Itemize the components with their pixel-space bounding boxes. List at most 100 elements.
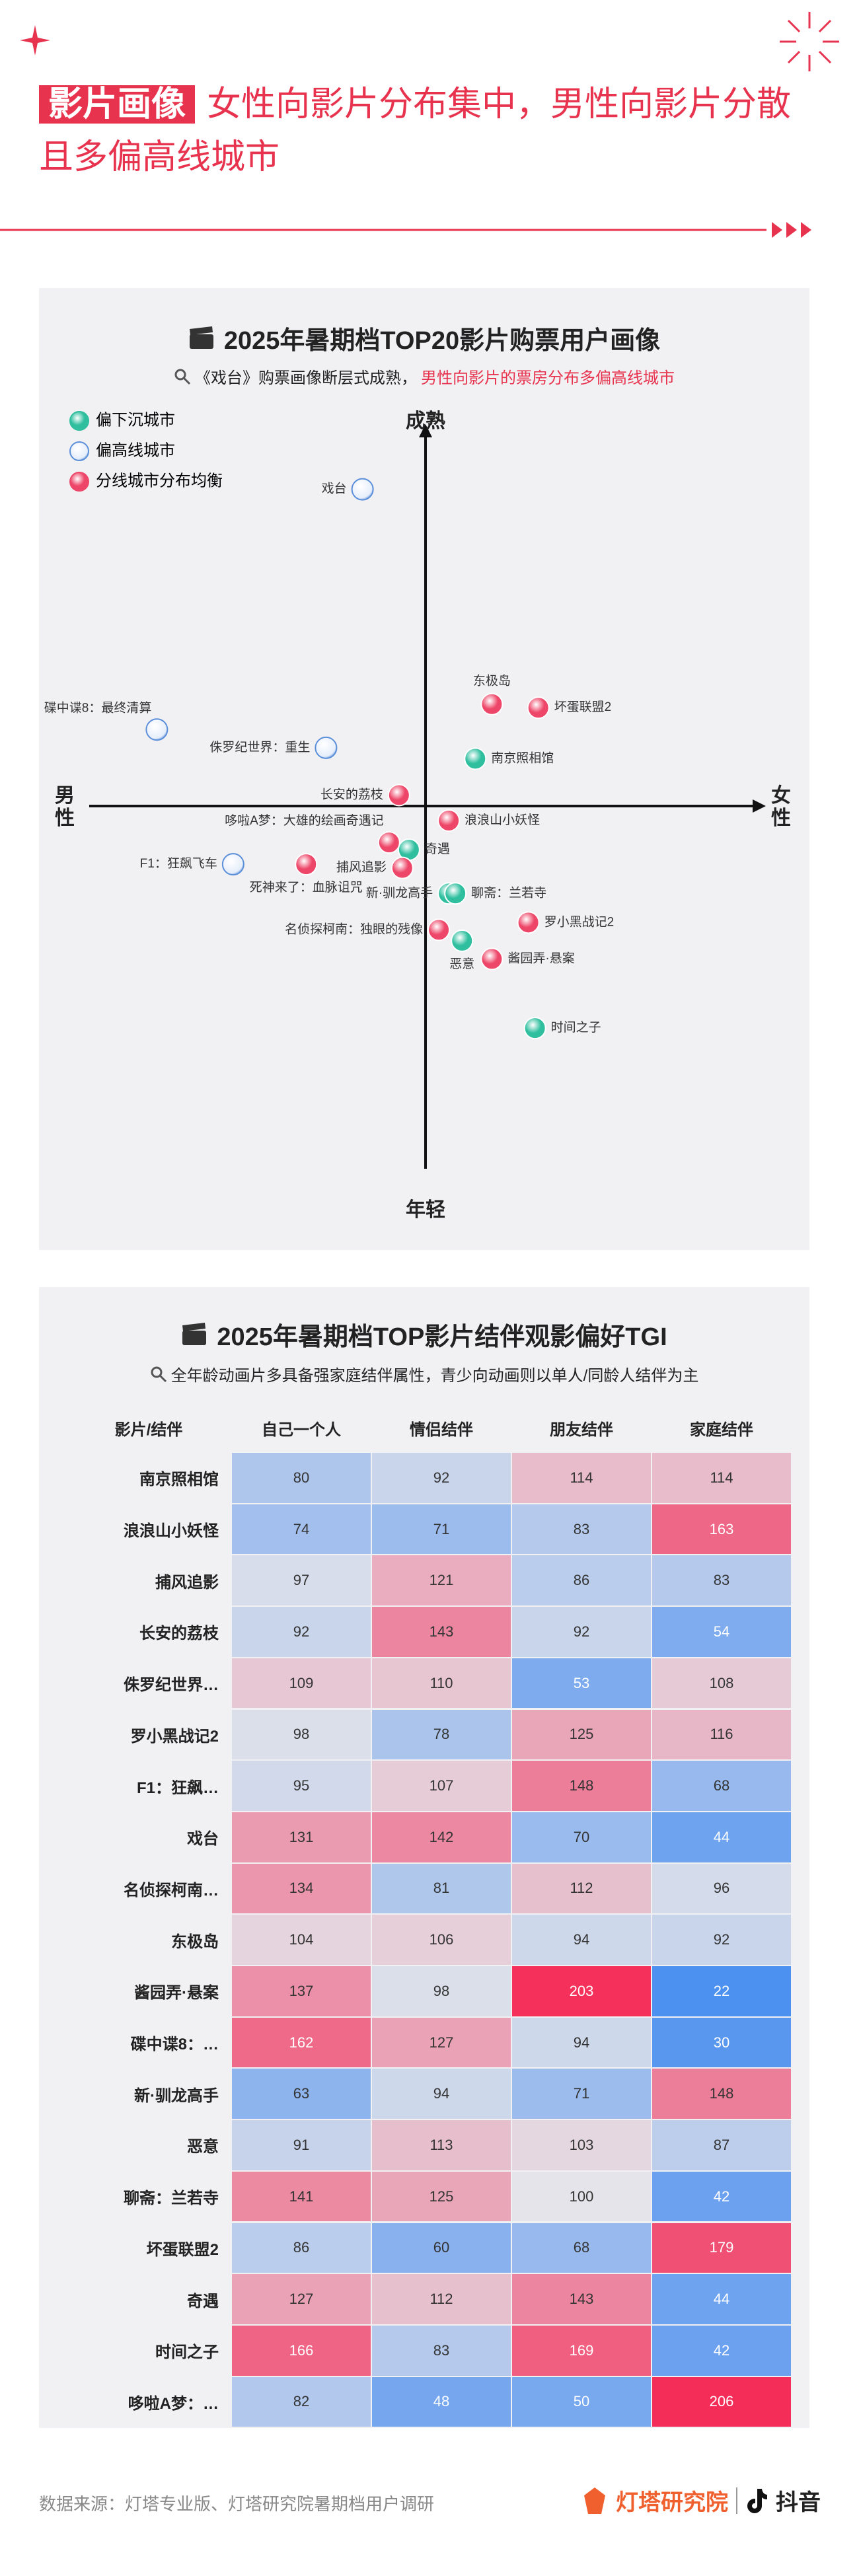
heat-cell: 106: [372, 1915, 511, 1965]
scatter-point: [444, 882, 467, 905]
subtitle-highlight: 男性向影片的票房分布多偏高线城市: [421, 369, 675, 387]
scatter-point: [428, 918, 451, 941]
heat-cell: 162: [232, 2017, 371, 2068]
heat-cell: 134: [232, 1863, 371, 1914]
heat-cell: 53: [512, 1658, 651, 1709]
heat-cell: 98: [372, 1966, 511, 2016]
row-label: 捕风追影: [155, 1573, 219, 1592]
heat-cell: 82: [232, 2376, 371, 2427]
heat-cell: 60: [372, 2223, 511, 2273]
heat-cell: 83: [372, 2325, 511, 2376]
heat-cell: 131: [232, 1812, 371, 1862]
heat-cell: 22: [652, 1966, 791, 2016]
scatter-point: [437, 809, 461, 832]
point-label: 浪浪山小妖怪: [465, 813, 540, 827]
legend-marker: [69, 472, 89, 492]
scatter-point: [480, 692, 504, 716]
y-axis-top-label: 成熟: [406, 410, 445, 432]
y-axis-bottom-label: 年轻: [406, 1199, 445, 1221]
heat-cell: 92: [512, 1607, 651, 1657]
scatter-point: [145, 718, 168, 741]
point-label: 南京照相馆: [491, 751, 554, 765]
star-decor: [20, 25, 50, 55]
point-label: 恶意: [449, 957, 474, 971]
subtitle: 全年龄动画片多具备强家庭结伴属性，青少向动画则以单人/同龄人结伴为主: [170, 1367, 699, 1385]
legend-label: 分线城市分布均衡: [96, 472, 223, 490]
point-label: 新·驯龙高手: [366, 885, 433, 900]
point-label: 时间之子: [551, 1020, 601, 1035]
heat-cell: 48: [372, 2376, 511, 2427]
heat-cell: 95: [232, 1761, 371, 1811]
heat-cell: 74: [232, 1504, 371, 1555]
row-label: 南京照相馆: [139, 1471, 219, 1489]
heat-cell: 114: [512, 1453, 651, 1503]
title-row: 2025年暑期档TOP20影片购票用户画像: [39, 320, 809, 356]
heat-cell: 87: [652, 2120, 791, 2170]
row-label: 恶意: [187, 2138, 219, 2156]
row-label: 侏罗纪世界…: [124, 1676, 219, 1695]
heat-cell: 114: [652, 1453, 791, 1503]
heat-cell: 112: [512, 1863, 651, 1914]
heat-cell: 91: [232, 2120, 371, 2170]
heat-cell: 44: [652, 2274, 791, 2324]
point-label: 罗小黑战记2: [544, 914, 615, 929]
heat-cell: 92: [232, 1607, 371, 1657]
scatter-point: [387, 784, 410, 807]
divider: [0, 222, 811, 238]
scatter-point: [391, 856, 414, 879]
point-label: 哆啦A梦：大雄的绘画奇遇记: [225, 813, 384, 828]
heat-cell: 63: [232, 2069, 371, 2119]
chart-title: 2025年暑期档TOP影片结伴观影偏好TGI: [217, 1323, 667, 1351]
column-header: 家庭结伴: [690, 1420, 753, 1439]
legend-marker: [69, 411, 89, 431]
heatmap-card: 2025年暑期档TOP影片结伴观影偏好TGI 全年龄动画片多具备强家庭结伴属性，…: [39, 1287, 809, 2428]
point-label: 死神来了：血脉诅咒: [250, 880, 363, 895]
point-label: 坏蛋联盟2: [554, 700, 612, 714]
headline-tag: 影片画像: [39, 85, 196, 124]
scatter-point: [480, 947, 504, 971]
heat-cell: 80: [232, 1453, 371, 1503]
point-label: 长安的荔枝: [320, 787, 383, 801]
scatter-point: [351, 478, 374, 501]
heat-cell: 94: [512, 2017, 651, 2068]
heat-cell: 125: [372, 2171, 511, 2222]
heat-cell: 94: [372, 2069, 511, 2119]
heat-cell: 81: [372, 1863, 511, 1914]
heat-cell: 98: [232, 1709, 371, 1760]
heat-cell: 71: [372, 1504, 511, 1555]
legend-label: 偏高线城市: [96, 441, 175, 459]
heat-cell: 137: [232, 1966, 371, 2016]
heat-cell: 94: [512, 1915, 651, 1965]
legend-marker: [69, 441, 89, 461]
scatter-point: [527, 696, 550, 719]
scatter-point: [464, 747, 487, 770]
scatter-point: [517, 911, 540, 934]
scatter-point: [377, 831, 400, 854]
heat-cell: 44: [652, 1812, 791, 1862]
point-label: 名侦探柯南：独眼的残像: [285, 922, 423, 936]
brand-logo: [584, 2487, 605, 2514]
subtitle: 《戏台》购票画像断层式成熟，: [195, 369, 417, 387]
column-header: 自己一个人: [262, 1420, 341, 1439]
column-header: 情侣结伴: [410, 1420, 473, 1439]
title-row: 2025年暑期档TOP影片结伴观影偏好TGI: [39, 1316, 809, 1352]
heat-cell: 54: [652, 1607, 791, 1657]
heat-cell: 97: [232, 1555, 371, 1606]
clapper-icon: [189, 326, 213, 349]
row-label: 新·驯龙高手: [134, 2086, 219, 2105]
heat-cell: 203: [512, 1966, 651, 2016]
heat-cell: 42: [652, 2325, 791, 2376]
search-icon: [151, 1366, 167, 1382]
heat-cell: 141: [232, 2171, 371, 2222]
heat-cell: 143: [512, 2274, 651, 2324]
heat-cell: 179: [652, 2223, 791, 2273]
row-label: 长安的荔枝: [139, 1625, 219, 1643]
row-label: 浪浪山小妖怪: [124, 1522, 219, 1541]
subtitle-row: 《戏台》购票画像断层式成熟， 男性向影片的票房分布多偏高线城市: [39, 365, 809, 388]
brand2-name: 抖音: [776, 2490, 821, 2515]
row-label: 罗小黑战记2: [130, 1727, 219, 1746]
heat-cell: 78: [372, 1709, 511, 1760]
scatter-point: [295, 853, 318, 876]
row-label: 酱园弄·悬案: [134, 1984, 219, 2003]
